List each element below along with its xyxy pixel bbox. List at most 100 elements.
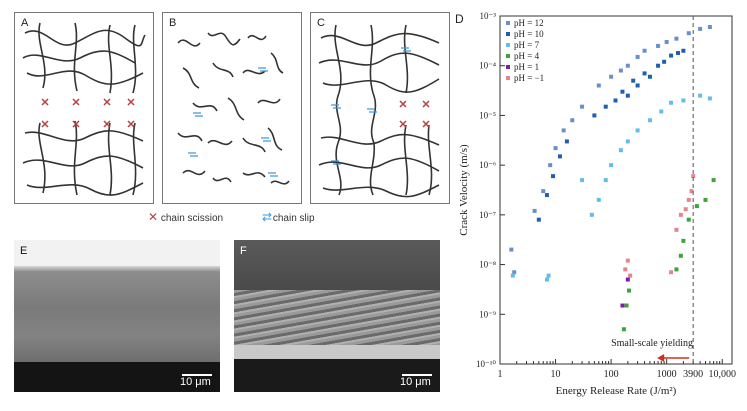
y-tick-label: 10⁻⁶ [479, 160, 496, 170]
data-point [620, 303, 625, 308]
slip-arrows-icon: ⇄ [262, 210, 272, 224]
data-point [711, 178, 716, 183]
data-point [596, 83, 601, 88]
legend-scission: ✕ chain scission [148, 210, 224, 224]
data-point [544, 277, 549, 282]
legend-label: pH = 7 [514, 40, 540, 50]
data-point [627, 288, 632, 293]
scale-bar-label: 10 μm [180, 376, 211, 388]
scale-bar-label: 10 μm [400, 376, 431, 388]
scission-markers [41, 98, 135, 128]
data-point [536, 217, 541, 222]
data-point [592, 113, 597, 118]
y-axis-label: Crack Velocity (m/s) [458, 144, 470, 236]
data-point [620, 89, 625, 94]
data-point [553, 146, 558, 151]
data-point [662, 59, 667, 64]
data-point [564, 139, 569, 144]
data-point [647, 118, 652, 123]
y-tick-label: 10⁻⁹ [479, 309, 496, 319]
data-point [621, 327, 626, 332]
legend-swatch [506, 65, 510, 69]
y-tick-label: 10⁻⁵ [479, 110, 496, 120]
network-schematic-b [177, 32, 290, 185]
data-point [694, 204, 699, 209]
data-point [707, 25, 712, 30]
data-point [510, 273, 515, 278]
data-point [698, 26, 703, 31]
data-point [625, 277, 630, 282]
legend-swatch [506, 21, 510, 25]
legend-swatch [506, 76, 510, 80]
network-schematic-a [22, 22, 146, 196]
panel-a: A [14, 12, 154, 204]
x-tick-label: 10,000 [708, 369, 736, 380]
data-point [541, 189, 546, 194]
data-point [669, 53, 674, 58]
data-point [557, 154, 562, 159]
panel-label-b: B [169, 17, 177, 29]
data-point [664, 39, 669, 44]
data-point [698, 93, 703, 98]
data-point [642, 71, 647, 76]
data-point [544, 193, 549, 198]
x-tick-label: 1 [498, 369, 503, 380]
data-point [580, 178, 585, 183]
panel-b: B [162, 12, 302, 204]
slip-markers [188, 67, 278, 177]
data-point [596, 197, 601, 202]
data-point [609, 74, 614, 79]
x-tick-label: 1000 [657, 369, 677, 380]
data-point [609, 163, 614, 168]
y-tick-label: 10⁻⁸ [479, 260, 496, 270]
plot-frame [499, 15, 733, 365]
data-point [625, 93, 630, 98]
data-point [686, 31, 691, 36]
data-point [659, 109, 664, 114]
data-point [628, 273, 633, 278]
data-point [707, 96, 712, 101]
data-point [681, 238, 686, 243]
data-point [635, 128, 640, 133]
x-tick-label: 100 [604, 369, 619, 380]
data-point [642, 48, 647, 53]
panel-label-c: C [317, 17, 325, 29]
data-point [509, 247, 514, 252]
legend-swatch [506, 43, 510, 47]
data-point [674, 227, 679, 232]
data-point [683, 207, 688, 212]
data-point [676, 51, 681, 56]
data-point [512, 270, 517, 275]
cross-icon: ✕ [148, 210, 159, 224]
panel-c: C [310, 12, 450, 204]
data-point [589, 212, 594, 217]
data-point [624, 303, 629, 308]
scale-bar [182, 374, 212, 376]
sem-image-e: E 10 μm [14, 240, 220, 392]
panel-label-d: D [455, 12, 464, 26]
data-point [561, 128, 566, 133]
y-tick-label: 10⁻⁴ [479, 61, 496, 71]
data-point [691, 174, 696, 179]
legend-label: pH = 10 [514, 29, 544, 39]
data-point [623, 267, 628, 272]
small-scale-yielding-label: Small-scale yielding [611, 338, 693, 349]
legend-swatch [506, 32, 510, 36]
data-point [656, 43, 661, 48]
data-point [625, 63, 630, 68]
data-point [532, 208, 537, 213]
data-point [625, 258, 630, 263]
data-point [635, 54, 640, 59]
data-point [678, 253, 683, 258]
data-point [669, 100, 674, 105]
data-point [570, 118, 575, 123]
data-point [686, 217, 691, 222]
data-point [631, 78, 636, 83]
legend-swatch [506, 54, 510, 58]
data-point [546, 273, 551, 278]
data-point [669, 270, 674, 275]
data-point [686, 197, 691, 202]
data-point [635, 83, 640, 88]
data-point [647, 74, 652, 79]
legend-label: pH = 4 [514, 51, 540, 61]
